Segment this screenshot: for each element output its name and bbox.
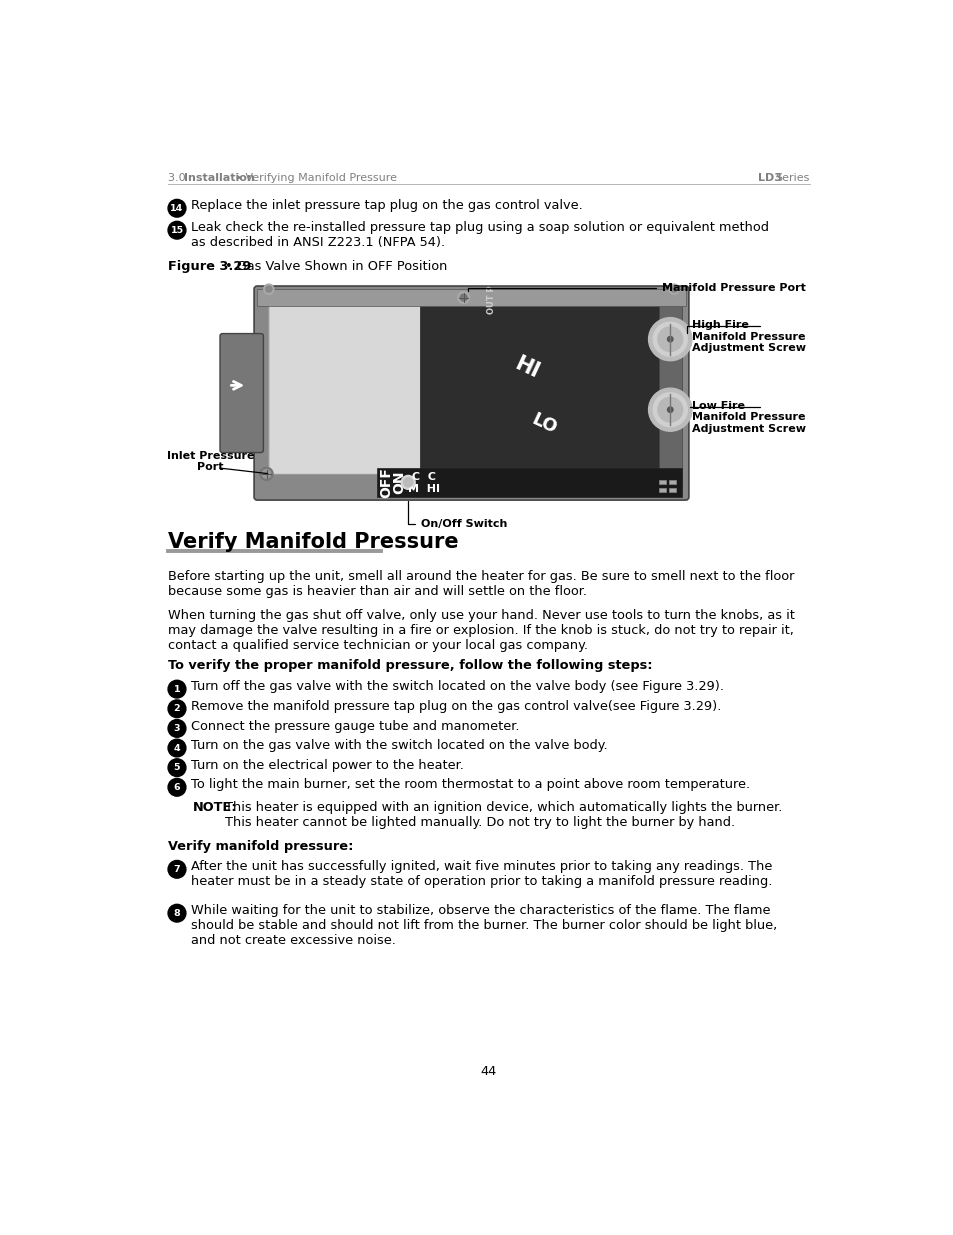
Text: LD3: LD3 (758, 173, 781, 183)
Text: • Verifying Manifold Pressure: • Verifying Manifold Pressure (233, 173, 397, 183)
FancyBboxPatch shape (659, 488, 665, 493)
Text: 15: 15 (171, 226, 183, 235)
Text: 8: 8 (173, 909, 180, 918)
Text: Connect the pressure gauge tube and manometer.: Connect the pressure gauge tube and mano… (192, 720, 519, 732)
Circle shape (262, 469, 271, 478)
Text: 6: 6 (173, 783, 180, 792)
Text: Turn off the gas valve with the switch located on the valve body (see Figure 3.2: Turn off the gas valve with the switch l… (192, 680, 723, 693)
FancyBboxPatch shape (376, 468, 681, 496)
Text: 44: 44 (480, 1065, 497, 1078)
Text: Series: Series (775, 173, 809, 183)
Text: Figure 3.29: Figure 3.29 (168, 259, 252, 273)
Text: Turn on the electrical power to the heater.: Turn on the electrical power to the heat… (192, 758, 464, 772)
Text: Remove the manifold pressure tap plug on the gas control valve(see Figure 3.29).: Remove the manifold pressure tap plug on… (192, 700, 720, 713)
FancyBboxPatch shape (253, 287, 688, 500)
Circle shape (266, 287, 272, 293)
FancyBboxPatch shape (220, 333, 263, 452)
Circle shape (653, 393, 686, 426)
Text: HI: HI (512, 353, 542, 383)
Text: 2: 2 (173, 704, 180, 714)
Text: Inlet Pressure
Port: Inlet Pressure Port (167, 451, 253, 473)
Text: Low Fire
Manifold Pressure
Adjustment Screw: Low Fire Manifold Pressure Adjustment Sc… (691, 401, 805, 433)
Text: ON: ON (392, 471, 405, 494)
Text: 3: 3 (173, 724, 180, 732)
FancyBboxPatch shape (658, 293, 681, 485)
Circle shape (259, 467, 273, 480)
Text: 3.0: 3.0 (168, 173, 189, 183)
Text: Manifold Pressure Port: Manifold Pressure Port (467, 283, 805, 293)
Text: 4: 4 (173, 743, 180, 752)
Text: To verify the proper manifold pressure, follow the following steps:: To verify the proper manifold pressure, … (168, 658, 652, 672)
Circle shape (168, 720, 186, 737)
Circle shape (264, 284, 274, 294)
Circle shape (401, 475, 415, 489)
Text: 14: 14 (171, 204, 183, 212)
Circle shape (168, 221, 186, 240)
Text: Verify Manifold Pressure: Verify Manifold Pressure (168, 531, 458, 552)
Circle shape (653, 322, 686, 356)
Text: This heater is equipped with an ignition device, which automatically lights the : This heater is equipped with an ignition… (224, 802, 781, 829)
Circle shape (658, 398, 682, 422)
Circle shape (168, 861, 186, 878)
Circle shape (168, 904, 186, 923)
Text: While waiting for the unit to stabilize, observe the characteristics of the flam: While waiting for the unit to stabilize,… (192, 904, 777, 947)
Circle shape (667, 408, 672, 412)
Text: NOTE:: NOTE: (193, 802, 237, 814)
Text: Leak check the re-installed pressure tap plug using a soap solution or equivalen: Leak check the re-installed pressure tap… (192, 221, 768, 249)
Circle shape (658, 327, 682, 352)
Circle shape (168, 700, 186, 718)
Text: 5: 5 (173, 763, 180, 772)
Text: OFF: OFF (379, 467, 393, 498)
Text: On/Off Switch: On/Off Switch (408, 500, 506, 529)
Circle shape (168, 778, 186, 797)
FancyBboxPatch shape (269, 296, 474, 474)
Circle shape (648, 388, 691, 431)
Text: 7: 7 (173, 864, 180, 874)
Text: 1: 1 (173, 684, 180, 694)
Circle shape (168, 680, 186, 698)
Circle shape (168, 199, 186, 217)
Text: Verify manifold pressure:: Verify manifold pressure: (168, 840, 353, 852)
FancyBboxPatch shape (659, 479, 665, 484)
FancyBboxPatch shape (257, 289, 685, 306)
Text: LO: LO (528, 410, 559, 438)
Text: To light the main burner, set the room thermostat to a point above room temperat: To light the main burner, set the room t… (192, 778, 750, 792)
Text: OUT P: OUT P (487, 285, 496, 314)
Text: When turning the gas shut off valve, only use your hand. Never use tools to turn: When turning the gas shut off valve, onl… (168, 609, 794, 652)
Circle shape (648, 317, 691, 361)
Text: C  C: C C (412, 472, 436, 482)
Text: M  HI: M HI (407, 484, 439, 494)
Circle shape (668, 284, 679, 294)
Circle shape (667, 336, 672, 342)
Text: Replace the inlet pressure tap plug on the gas control valve.: Replace the inlet pressure tap plug on t… (192, 199, 582, 212)
Circle shape (457, 291, 469, 304)
Text: Turn on the gas valve with the switch located on the valve body.: Turn on the gas valve with the switch lo… (192, 740, 607, 752)
Text: High Fire
Manifold Pressure
Adjustment Screw: High Fire Manifold Pressure Adjustment S… (691, 320, 805, 353)
FancyBboxPatch shape (419, 293, 658, 485)
Text: Installation: Installation (183, 173, 254, 183)
FancyBboxPatch shape (669, 479, 675, 484)
Text: After the unit has successfully ignited, wait five minutes prior to taking any r: After the unit has successfully ignited,… (192, 861, 772, 888)
Text: • Gas Valve Shown in OFF Position: • Gas Valve Shown in OFF Position (220, 259, 447, 273)
Text: Before starting up the unit, smell all around the heater for gas. Be sure to sme: Before starting up the unit, smell all a… (168, 571, 794, 598)
FancyBboxPatch shape (669, 488, 675, 493)
Circle shape (403, 478, 413, 487)
Circle shape (168, 740, 186, 757)
Circle shape (459, 294, 467, 301)
Circle shape (670, 287, 677, 293)
Circle shape (168, 758, 186, 777)
